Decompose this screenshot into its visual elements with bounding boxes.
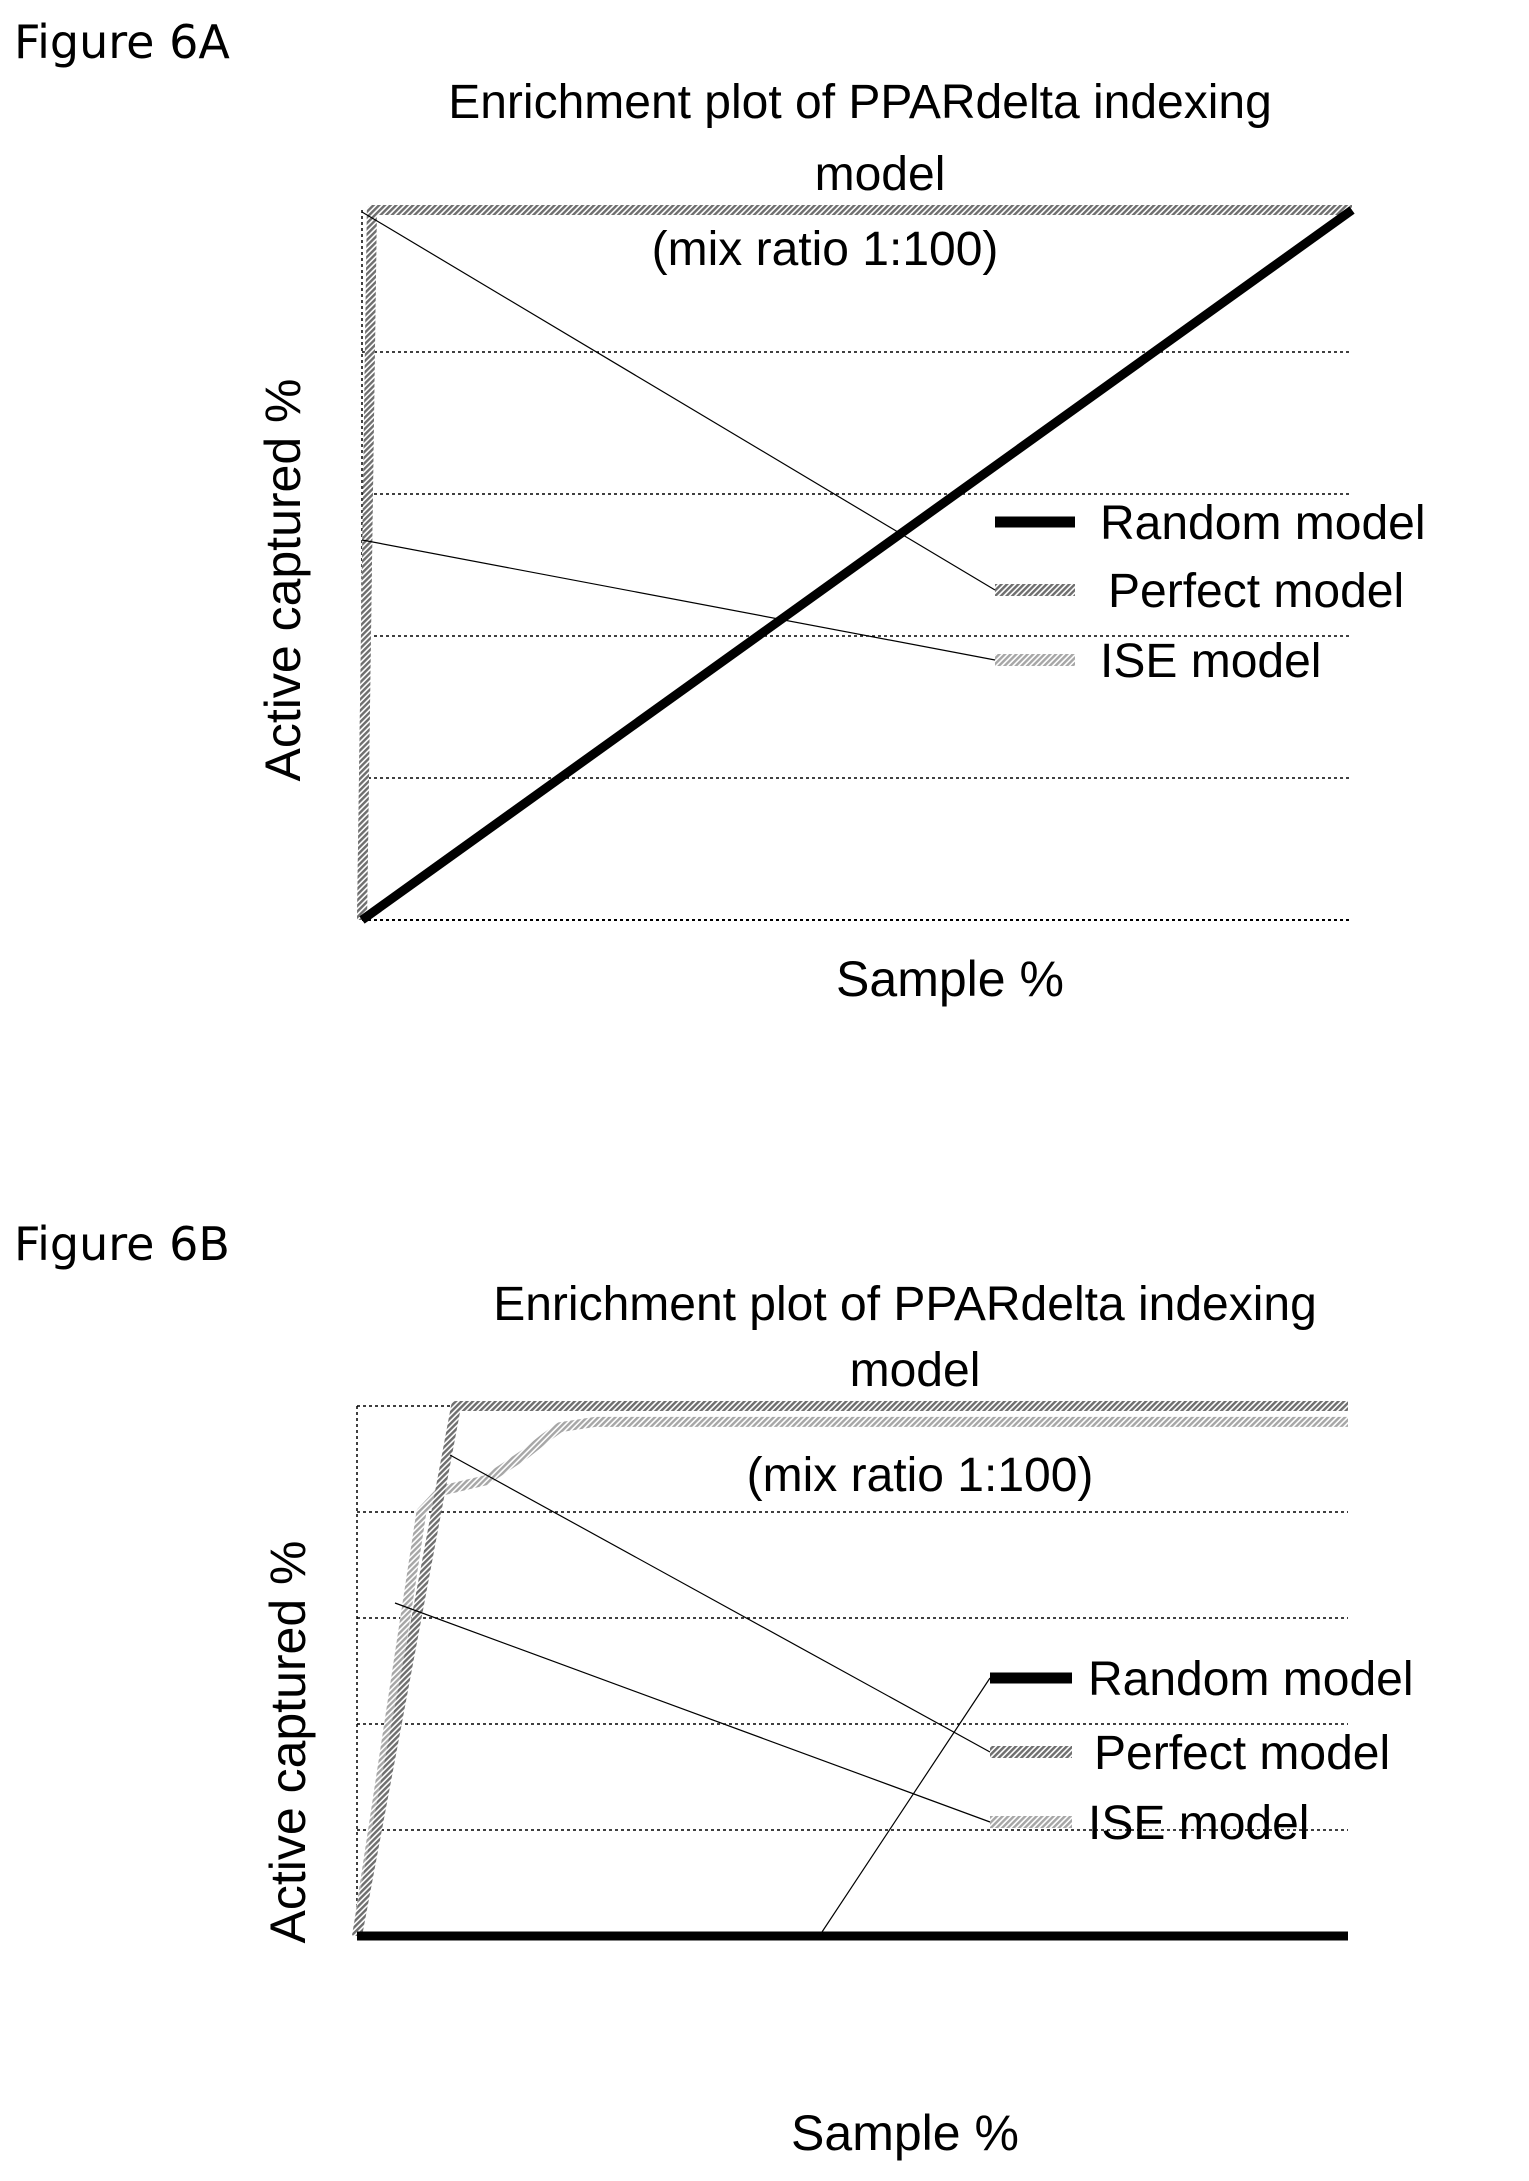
legend-entry-random: Random model [1088,1653,1414,1706]
figure-6b-label: Figure 6B [14,1217,230,1271]
chart-6b-title-line1: Enrichment plot of PPARdelta indexing [493,1278,1317,1331]
legend-entry-random: Random model [1100,497,1426,550]
legend-entry-ise: ISE model [1100,635,1321,688]
chart-6b-title-line3: (mix ratio 1:100) [747,1449,1094,1502]
chart-6b-y-axis-label: Active captured % [260,1541,316,1944]
legend-leader-random [819,1677,991,1936]
chart-6a-legend: Random model Perfect model ISE model [361,211,1426,688]
series-line-perfect [357,205,1352,921]
chart-6a-gridlines [362,351,1352,779]
chart-6a-series [357,205,1355,924]
chart-6b-series [352,1401,1348,1941]
series-line-random [359,206,1355,924]
legend-leader-ise [394,1602,991,1823]
chart-6b-axes [356,1406,1348,1937]
legend-leader-perfect [449,1454,991,1753]
legend-leader-ise [361,539,996,661]
chart-6a-x-axis-label: Sample % [836,951,1064,1007]
series-line-ise [352,1416,1348,1937]
chart-6a-title-line3: (mix ratio 1:100) [652,223,999,276]
chart-6a-title-line1: Enrichment plot of PPARdelta indexing [448,76,1272,129]
chart-6b-x-axis-label: Sample % [791,2105,1019,2161]
figure-6b: Figure 6B Enrichment plot of PPARdelta i… [14,1217,1414,2161]
chart-6b-title-line2: model [850,1344,981,1397]
chart-6a-y-axis-label: Active captured % [255,379,311,782]
figure-6a-label: Figure 6A [14,15,230,69]
legend-entry-perfect: Perfect model [1108,565,1404,618]
chart-6a-title-line2: model [815,148,946,201]
figure-6a: Figure 6A Enrichment plot of PPARdelta i… [14,15,1426,1007]
series-line-perfect [352,1401,1348,1937]
legend-entry-perfect: Perfect model [1094,1727,1390,1780]
legend-leader-perfect [361,211,996,591]
chart-6b-legend: Random model Perfect model ISE model [394,1454,1414,1936]
legend-entry-ise: ISE model [1088,1797,1309,1850]
